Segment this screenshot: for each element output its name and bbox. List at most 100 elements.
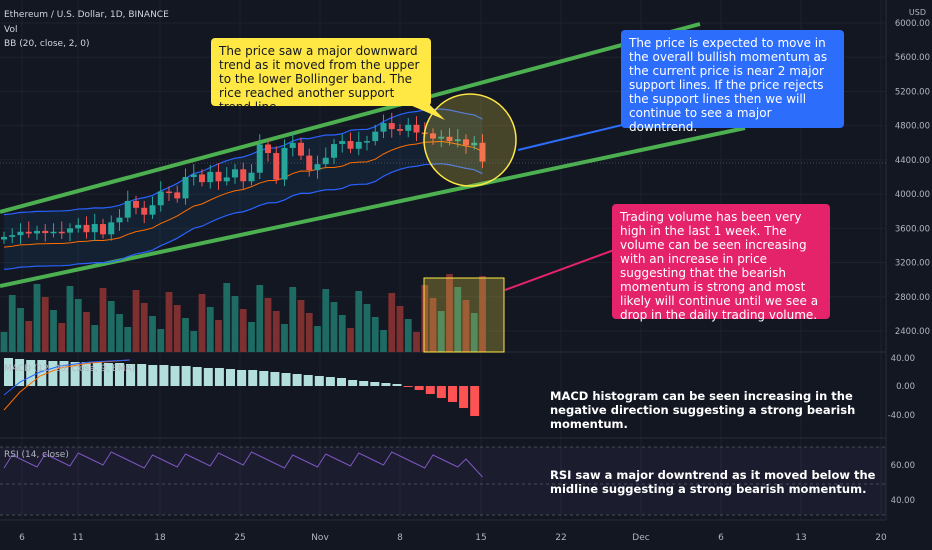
candle-body <box>388 123 395 130</box>
macd-histogram-bar <box>159 365 169 386</box>
volume-bar <box>17 308 24 352</box>
volume-bar <box>396 306 404 352</box>
volume-bar <box>140 303 148 352</box>
macd-pane <box>3 358 480 416</box>
candle-body <box>463 139 469 146</box>
grid <box>0 0 887 521</box>
candle-body <box>141 207 148 215</box>
x-tick-label: 11 <box>72 533 83 543</box>
volume-bar <box>198 294 206 352</box>
volume-bars <box>0 274 505 353</box>
rsi-tick-label: 60.00 <box>891 461 915 471</box>
volume-bar <box>388 293 396 352</box>
volume-bar <box>272 311 280 352</box>
price-tick-label: 2800.00 <box>895 293 930 303</box>
x-tick-label: Nov <box>311 533 329 543</box>
volume-bar <box>421 285 429 352</box>
candle-body <box>339 141 346 145</box>
volume-bar <box>157 329 165 352</box>
volume-bar <box>264 298 272 352</box>
volume-bar <box>25 321 33 352</box>
candle-body <box>91 224 98 233</box>
candle-body <box>42 230 49 234</box>
macd-signal-line <box>3 359 131 411</box>
volume-bar <box>132 290 140 352</box>
volume-bar <box>182 318 189 352</box>
candle-body <box>265 144 271 154</box>
annotation-macd: MACD histogram can be seen increasing in… <box>550 389 856 431</box>
macd-histogram-bar <box>181 366 191 386</box>
candle-body <box>397 129 403 131</box>
candle-body <box>232 169 238 178</box>
volume-bar <box>8 295 16 352</box>
candle-body <box>281 147 288 180</box>
volume-bar <box>305 313 313 352</box>
macd-histogram-bar <box>226 369 235 386</box>
price-tick-label: 5600.00 <box>895 53 930 63</box>
x-tick-label: 6 <box>19 533 25 543</box>
candle-body <box>314 164 321 171</box>
volume-bar <box>239 309 247 352</box>
x-tick-label: 6 <box>718 533 724 543</box>
volume-bar <box>314 326 321 352</box>
macd-histogram-bar <box>259 371 269 386</box>
rsi-pane <box>0 446 886 516</box>
macd-histogram-bar <box>81 362 91 386</box>
macd-histogram-bar <box>70 362 80 386</box>
candle-body <box>50 231 57 234</box>
macd-histogram-bar <box>392 384 402 386</box>
volume-bar <box>479 276 486 352</box>
macd-histogram-bar <box>214 368 224 386</box>
volume-bar <box>223 283 231 352</box>
volume-bar <box>462 300 470 352</box>
volume-bar <box>404 319 412 352</box>
candle-body <box>215 171 222 182</box>
volume-bar <box>322 289 330 352</box>
candle-body <box>471 142 478 146</box>
macd-tick-label: 0.00 <box>896 382 915 392</box>
x-tick-label: 18 <box>154 533 166 543</box>
candle-body <box>479 142 486 162</box>
macd-histogram-bar <box>448 386 457 402</box>
x-tick-label: 15 <box>475 533 486 543</box>
macd-histogram-bar <box>92 362 102 386</box>
macd-histogram-bar <box>26 360 36 386</box>
candle-body <box>108 222 115 235</box>
volume-bar <box>256 285 264 352</box>
volume-highlight-box <box>423 277 505 353</box>
candle-body <box>207 171 214 183</box>
macd-histogram-bar <box>148 365 158 386</box>
candle-body <box>438 136 445 139</box>
volume-bar <box>470 313 478 352</box>
candle-body <box>9 235 16 237</box>
volume-bar <box>74 299 82 352</box>
volume-bar <box>116 314 123 352</box>
macd-histogram-bar <box>359 381 369 386</box>
candle-body <box>1 236 7 240</box>
candle-body <box>372 131 379 142</box>
yellow-callout-pointer <box>410 105 445 120</box>
candle-body <box>174 192 181 199</box>
macd-histogram-bar <box>115 363 124 386</box>
volume-bar <box>248 322 255 352</box>
volume-bar <box>58 323 66 352</box>
macd-histogram-bar <box>170 366 180 386</box>
volume-bar <box>190 331 198 352</box>
macd-histogram-bar <box>348 380 358 386</box>
candle-body <box>413 124 420 133</box>
volume-bar <box>413 332 420 352</box>
volume-bar <box>347 328 354 352</box>
chart-title: Ethereum / U.S. Dollar, 1D, BINANCE <box>4 10 169 20</box>
macd-histogram-bar <box>48 361 58 386</box>
macd-histogram-bar <box>237 370 247 386</box>
annotation-yellow: The price saw a major downward trend as … <box>211 38 431 114</box>
candle-body <box>100 224 106 235</box>
candle-body <box>405 124 412 131</box>
candle-body <box>331 144 337 158</box>
candle-body <box>190 174 197 177</box>
candle-body <box>298 142 304 156</box>
candle-body <box>182 177 189 199</box>
volume-bar <box>91 325 99 352</box>
volume-bar <box>437 311 445 352</box>
